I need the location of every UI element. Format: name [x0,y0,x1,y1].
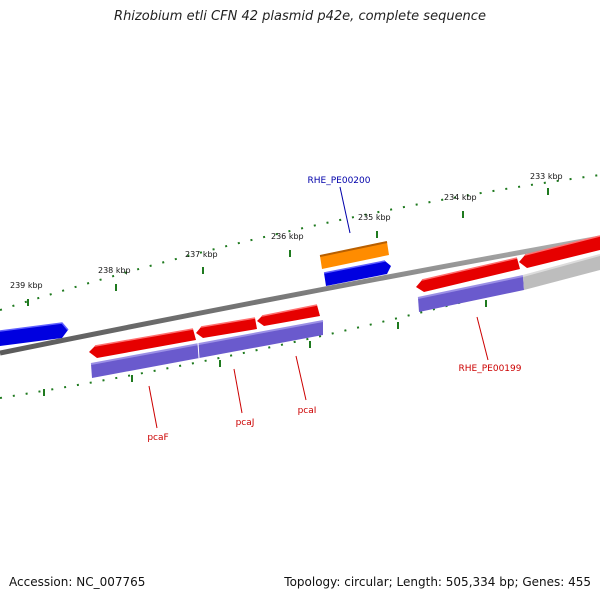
cds-bar-right [418,276,524,312]
gene-blue-highlight [323,260,386,274]
gene-highlight [94,328,194,347]
gene-pcaJ [196,318,257,338]
gene-highlight [524,235,600,256]
scale-label: 238 kbp [98,266,131,275]
scale-labels: 239 kbp 238 kbp 237 kbp 236 kbp 235 kbp … [10,172,563,290]
cds-highlight [90,320,324,365]
major-ticks [27,188,549,396]
gene-pcaI [257,305,320,326]
leader-pcaF [148,385,158,429]
gene-red-right-edge [519,236,600,268]
gene-orange [320,242,389,269]
map-title: Rhizobium etli CFN 42 plasmid p42e, comp… [114,9,486,24]
cds-bar-grey [523,255,600,290]
label-pcaI: pcaI [298,406,317,416]
gene-blue-left-highlight [0,322,69,332]
gene-pcaF [89,329,196,358]
scale-label: 236 kbp [271,232,304,241]
cds-divider [197,342,200,359]
label-pcaJ: pcaJ [236,418,255,428]
gene-blue-left [0,323,68,346]
gene-orange-edge [319,241,388,257]
leader-pcaI [295,355,307,401]
gene-RHE_PE00199 [416,258,520,292]
topology-summary: Topology: circular; Length: 505,334 bp; … [284,575,591,589]
gene-highlight [200,317,256,328]
accession-text: Accession: NC_007765 [9,575,146,589]
scale-label: 237 kbp [185,250,218,259]
plasmid-backbone [0,235,600,356]
label-RHE_PE00199: RHE_PE00199 [459,364,522,374]
label-pcaF: pcaF [147,433,168,443]
cds-bar [91,321,323,378]
label-RHE_PE00200: RHE_PE00200 [308,176,371,186]
gene-RHE_PE00200 [324,261,391,286]
cds-highlight [417,275,524,299]
leader-pcaJ [233,368,243,414]
gene-highlight [421,257,518,281]
label-leaders [148,186,489,429]
cds-grey-highlight [522,254,600,277]
scale-label: 234 kbp [444,193,477,202]
red-genes-left-group [89,304,320,358]
scale-label: 239 kbp [10,281,43,290]
red-genes-right-group [416,235,600,292]
leader-RHE_PE00199 [476,316,489,361]
leader-RHE_PE00200 [339,186,351,234]
scale-label: 235 kbp [358,213,391,222]
cds-purple-left-group [90,320,324,378]
scale-label: 233 kbp [530,172,563,181]
gene-highlight [261,304,318,317]
